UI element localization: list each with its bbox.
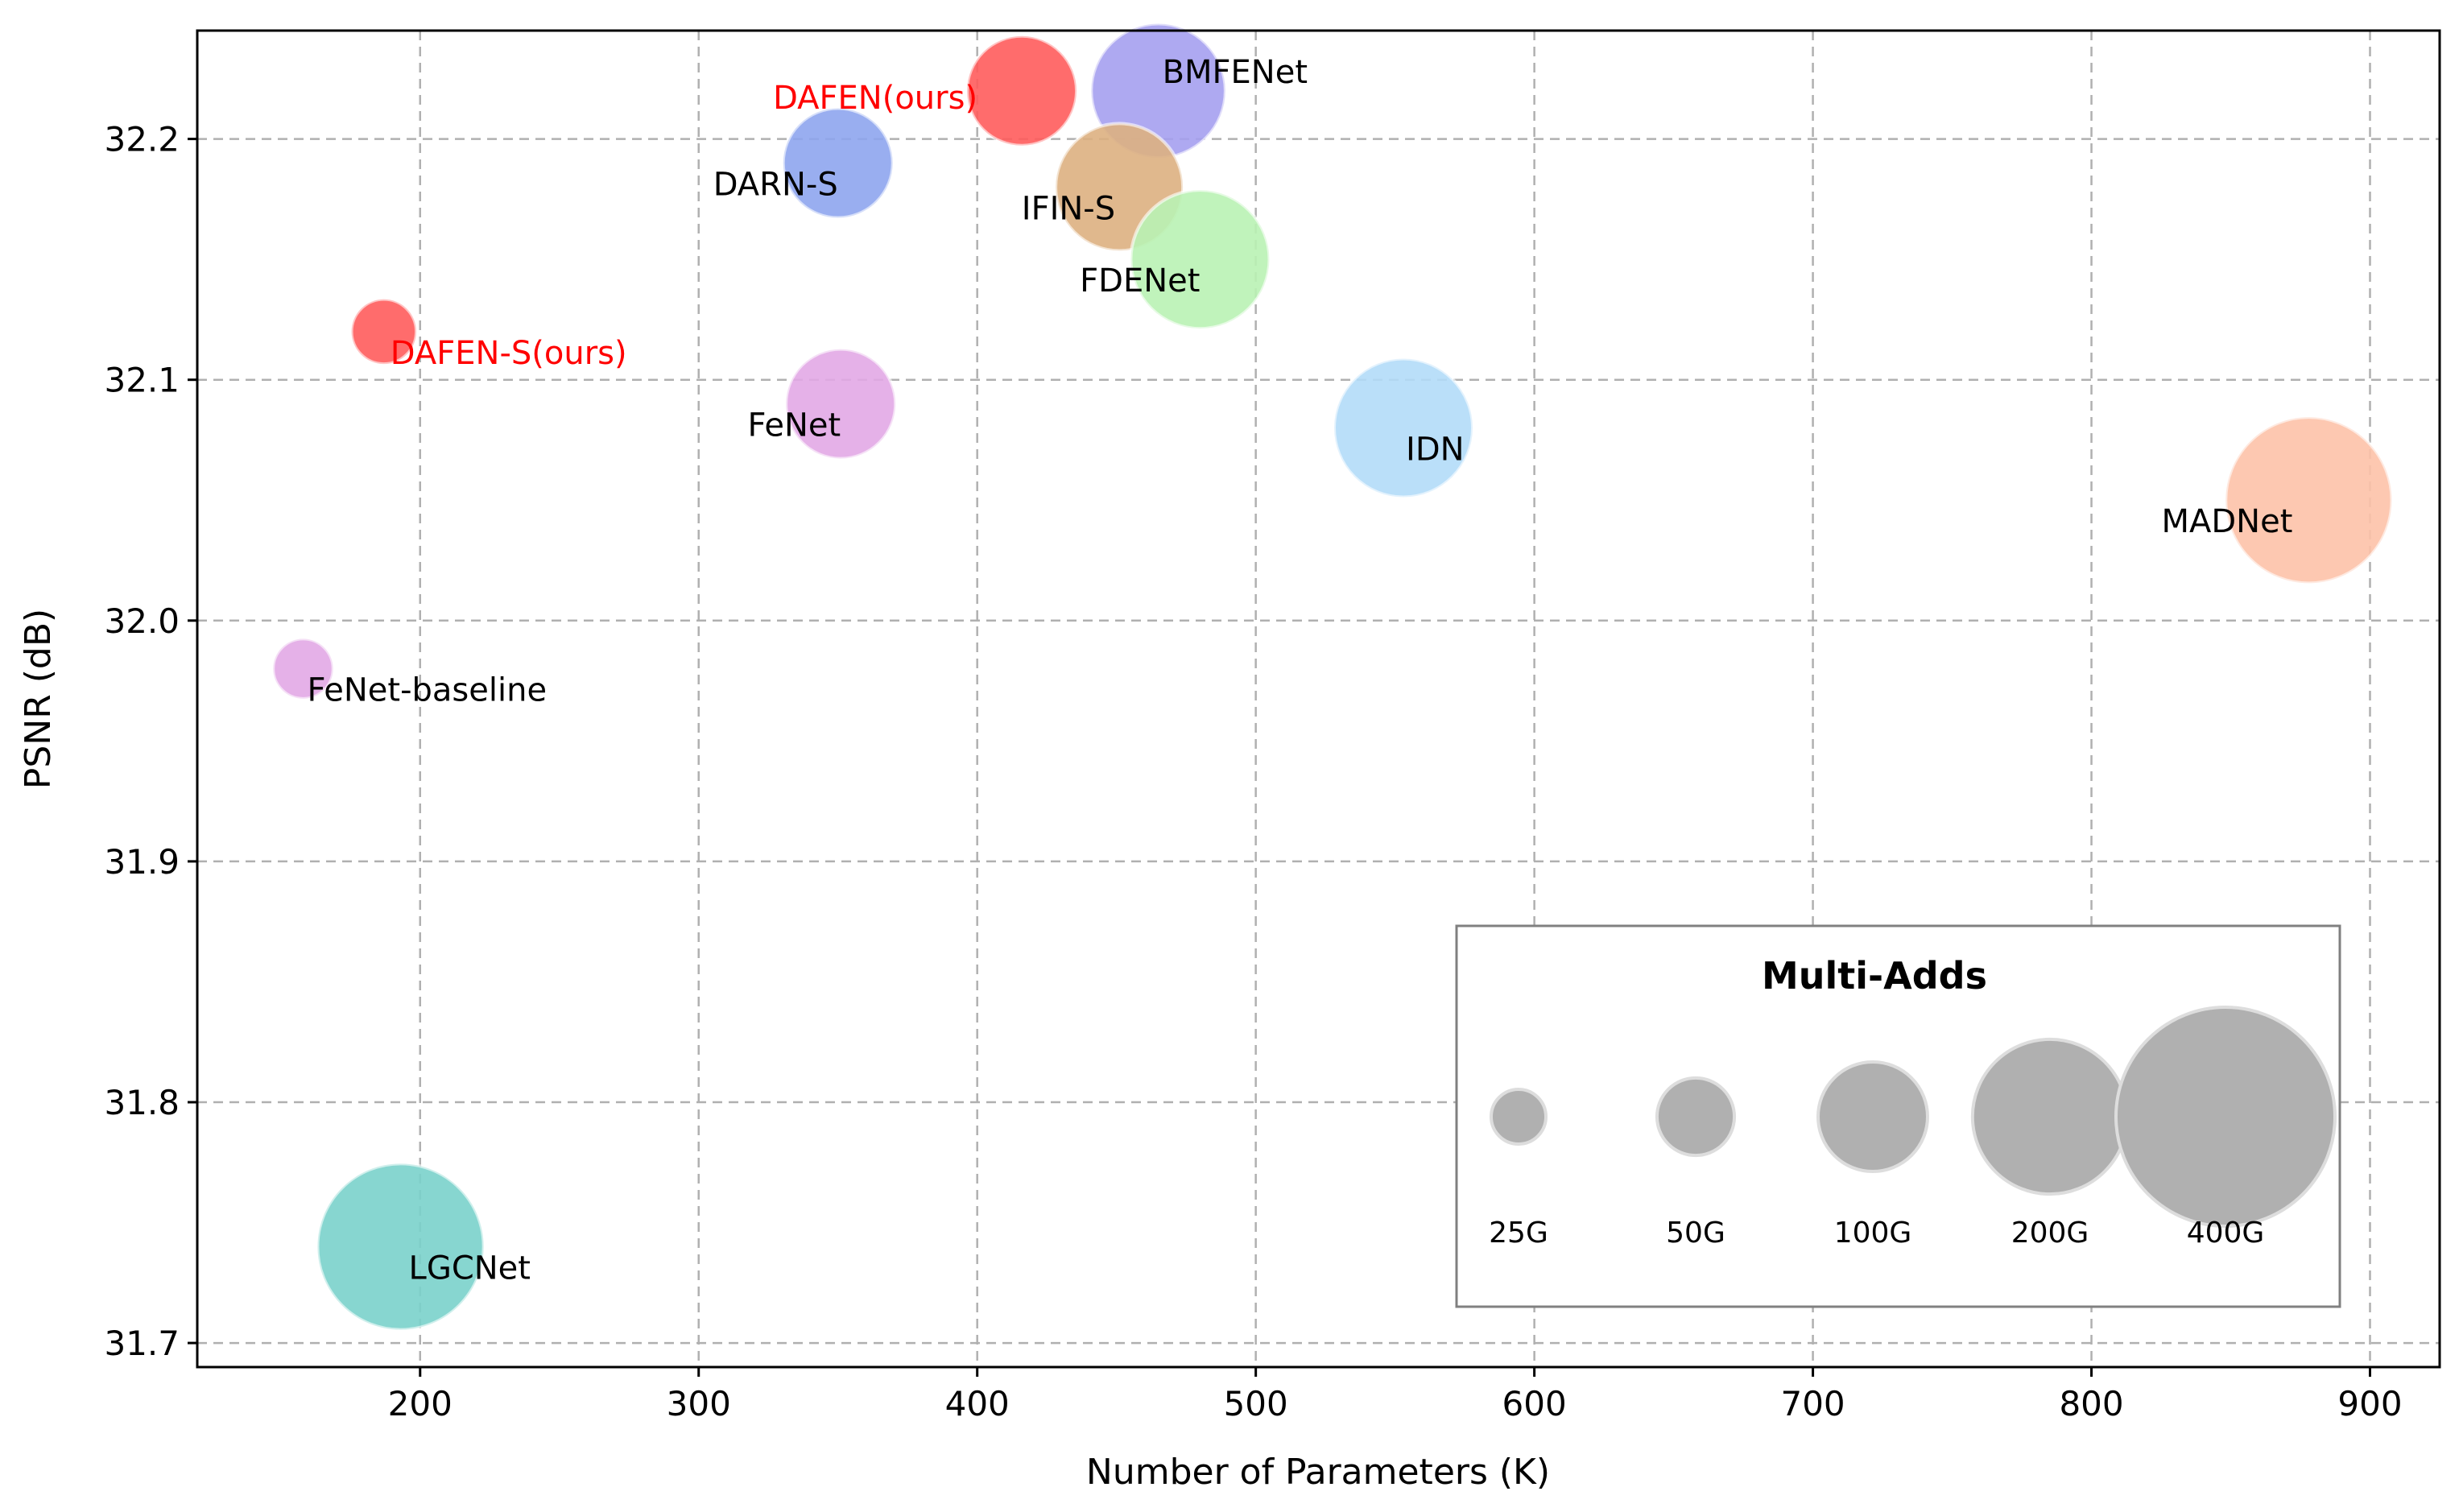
bubble-lgcnet bbox=[316, 1162, 486, 1332]
x-tick-label: 500 bbox=[1224, 1384, 1288, 1423]
legend-label: 50G bbox=[1666, 1217, 1725, 1250]
y-tick-label: 32.1 bbox=[104, 361, 180, 400]
legend-label: 200G bbox=[2011, 1217, 2089, 1250]
point-label: FDENet bbox=[1080, 262, 1200, 300]
plot-frame bbox=[196, 29, 2441, 1369]
point-label: IDN bbox=[1406, 432, 1465, 469]
x-axis-title: Number of Parameters (K) bbox=[1086, 1452, 1550, 1493]
y-tick-label: 31.8 bbox=[104, 1083, 180, 1122]
point-label: DAFEN-S(ours) bbox=[391, 335, 627, 372]
bubble-madnet bbox=[2224, 415, 2394, 585]
x-tick-label: 700 bbox=[1780, 1384, 1845, 1423]
grid-lines bbox=[197, 31, 2440, 1367]
point-label: FeNet-baseline bbox=[307, 672, 547, 709]
y-axis-title: PSNR (dB) bbox=[18, 609, 59, 789]
bubble-darn-s bbox=[781, 106, 895, 220]
point-label: FeNet bbox=[748, 407, 841, 444]
y-tick-label: 31.9 bbox=[104, 842, 180, 882]
y-tick-label: 32.2 bbox=[104, 120, 180, 159]
legend-items: 25G 50G 100G 200G 400G bbox=[1489, 1006, 2337, 1250]
y-tick-label: 31.7 bbox=[104, 1324, 180, 1363]
x-tick-label: 600 bbox=[1502, 1384, 1567, 1423]
x-tick-label: 400 bbox=[945, 1384, 1010, 1423]
bubble-fdenet bbox=[1129, 188, 1271, 331]
bubble-dafen-ours bbox=[965, 34, 1079, 147]
point-label: MADNet bbox=[2162, 503, 2293, 540]
size-legend: Multi-Adds 25G 50G 100G 200G 400G bbox=[1455, 924, 2341, 1308]
point-label: DAFEN(ours) bbox=[773, 80, 977, 117]
legend-bubble bbox=[1816, 1060, 1929, 1173]
legend-label: 25G bbox=[1489, 1217, 1548, 1250]
legend-label: 400G bbox=[2187, 1217, 2265, 1250]
x-tick-label: 300 bbox=[667, 1384, 731, 1423]
legend-title: Multi-Adds bbox=[1762, 954, 1987, 998]
point-label: DARN-S bbox=[713, 167, 838, 204]
point-label: IFIN-S bbox=[1022, 190, 1115, 227]
bubble-fenet-baseline bbox=[271, 637, 335, 700]
data-labels: DAFEN(ours) BMFENet DARN-S IFIN-S FDENet DAFE… bbox=[307, 54, 2292, 1287]
bubble-dafen-s-ours bbox=[349, 297, 419, 366]
legend-bubble bbox=[1970, 1037, 2130, 1196]
legend-bubble bbox=[2114, 1006, 2337, 1228]
axis-ticks: 200 300 400 500 600 700 800 900 31.7 31.8 31.9 32.0… bbox=[104, 120, 2402, 1423]
point-label: LGCNet bbox=[409, 1250, 531, 1287]
y-tick-label: 32.0 bbox=[104, 601, 180, 641]
bubble-fenet bbox=[784, 347, 898, 461]
point-label: BMFENet bbox=[1163, 54, 1308, 91]
x-tick-label: 900 bbox=[2337, 1384, 2402, 1423]
legend-label: 100G bbox=[1834, 1217, 1912, 1250]
x-tick-label: 200 bbox=[388, 1384, 453, 1423]
legend-bubble bbox=[1490, 1088, 1548, 1146]
bubble-idn bbox=[1333, 357, 1475, 499]
legend-bubble bbox=[1655, 1076, 1737, 1158]
x-tick-label: 800 bbox=[2059, 1384, 2123, 1423]
data-bubbles bbox=[271, 22, 2394, 1332]
